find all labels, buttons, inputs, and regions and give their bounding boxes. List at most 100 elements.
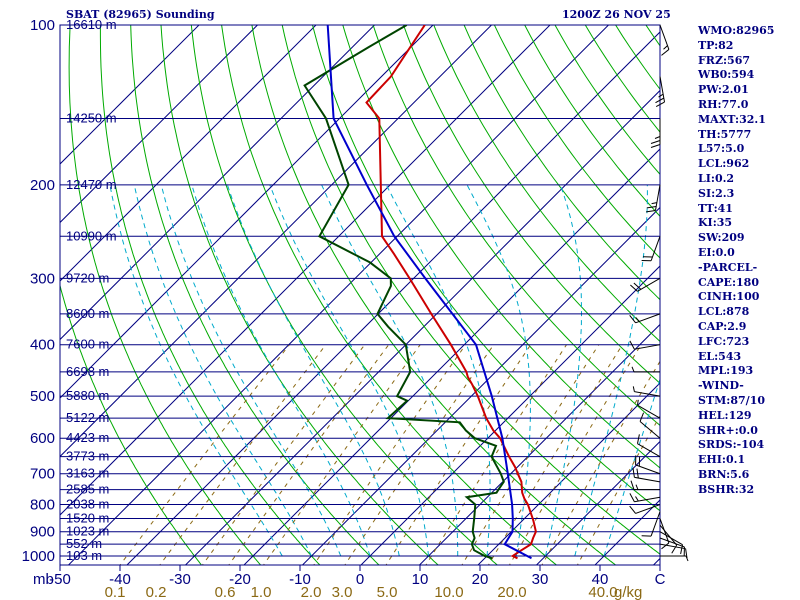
wind-barb-shaft	[635, 313, 661, 324]
isotherm-line	[60, 25, 259, 224]
height-label: 2038 m	[66, 497, 109, 512]
mixing-ratio-label: 1.0	[251, 584, 272, 600]
wind-barb-half-flag	[632, 386, 635, 392]
wind-barb	[659, 537, 685, 557]
index-item: -WIND-	[698, 379, 744, 393]
mixing-ratio-unit: g/kg	[614, 584, 642, 600]
pressure-tick-label: 300	[30, 270, 55, 287]
wind-barb-flag	[661, 542, 670, 550]
temp-tick-label: -20	[229, 571, 251, 588]
wind-barb	[629, 313, 661, 324]
parcel-profile	[326, 25, 532, 560]
mixing-ratio-line	[541, 360, 660, 565]
moist-adiabat-line	[160, 184, 342, 557]
wind-barb-half-flag	[658, 93, 664, 98]
temp-tick-label: 30	[532, 571, 549, 588]
index-item: LCL:878	[698, 305, 750, 319]
temp-tick-label: 20	[472, 571, 489, 588]
wind-barb	[629, 493, 661, 503]
wind-barb	[636, 399, 661, 419]
wind-barb-flag	[629, 340, 635, 350]
chart-title: SBAT (82965) Sounding	[66, 8, 215, 21]
dry-adiabat-line	[68, 25, 262, 565]
height-label: 10990 m	[66, 228, 117, 243]
mixing-ratio-label: 0.2	[146, 584, 167, 600]
pressure-tick-label: 700	[30, 466, 55, 483]
index-item: EI:0.0	[698, 245, 735, 259]
index-item: SHR+:0.0	[698, 423, 758, 437]
wind-barb	[631, 366, 660, 373]
wind-barb-flag	[633, 282, 642, 290]
temp-tick-label: -40	[109, 571, 131, 588]
mixing-ratio-line	[201, 344, 366, 565]
wind-barb-flag	[632, 467, 635, 478]
isotherm-line	[126, 31, 660, 565]
dry-adiabat-line	[493, 25, 660, 259]
mixing-ratio-label: 3.0	[332, 584, 353, 600]
isobars	[59, 24, 661, 571]
wind-barb-half-flag	[654, 136, 661, 139]
height-label: 3773 m	[66, 449, 109, 464]
wind-barb-flag	[629, 493, 635, 502]
height-label: 103 m	[66, 548, 102, 563]
wind-barb-flag	[630, 480, 635, 490]
index-item: HEL:129	[698, 408, 752, 422]
wind-barb	[641, 511, 661, 537]
temp-tick-label: -10	[289, 571, 311, 588]
mixing-ratio-line	[487, 344, 623, 565]
height-label: 552 m	[66, 536, 102, 551]
isotherm-line	[60, 25, 551, 516]
mixing-ratio-label: 0.1	[105, 584, 126, 600]
dry-adiabat-line	[221, 25, 558, 565]
index-item: WMO:82965	[698, 24, 775, 37]
mixing-ratio-label: 40.0	[588, 584, 617, 600]
index-item: SRDS:-104	[698, 438, 765, 452]
wind-barb-flag	[646, 209, 656, 213]
height-label: 7600 m	[66, 337, 109, 352]
isotherm-line	[301, 206, 660, 565]
temp-tick-label: 40	[592, 571, 609, 588]
wind-barb-shaft	[650, 511, 661, 537]
wind-barb	[629, 504, 661, 514]
isotherm-line	[477, 382, 660, 565]
index-item: SI:2.3	[698, 186, 735, 200]
index-item: BSHR:32	[698, 482, 755, 496]
height-label: 14250 m	[66, 111, 117, 126]
wind-barb-shaft	[634, 496, 661, 503]
wind-barb-shaft	[639, 421, 661, 439]
wind-barb	[630, 277, 661, 292]
mixing-ratio-line	[576, 415, 660, 565]
wind-barb-shaft	[637, 404, 661, 419]
wind-barb-flag	[636, 468, 639, 479]
wind-barb-shaft	[634, 476, 661, 483]
wind-barb-flag	[630, 284, 638, 292]
mixing-ratio-line	[262, 344, 421, 565]
wind-barb-half-flag	[635, 484, 639, 490]
moist-adiabat-line	[109, 184, 283, 557]
height-label: 4423 m	[66, 430, 109, 445]
index-item: SW:209	[698, 231, 745, 245]
dry-adiabat-line	[311, 25, 660, 512]
index-item: LI:0.2	[698, 171, 735, 185]
index-item: MAXT:32.1	[698, 112, 766, 126]
wind-barb-flag	[646, 206, 657, 209]
index-item: LCL:962	[698, 157, 750, 171]
wind-barb	[650, 118, 661, 148]
wind-barb-shaft	[654, 184, 661, 211]
dry-adiabat-line	[60, 283, 203, 565]
height-label: 16610 m	[66, 17, 117, 32]
temp-tick-label: -30	[169, 571, 191, 588]
isotherm-line	[60, 25, 200, 165]
isotherm-line	[535, 440, 660, 565]
index-item: STM:87/10	[698, 393, 765, 407]
wind-barb-shaft	[635, 464, 661, 475]
pressure-tick-label: 1000	[22, 548, 55, 565]
wind-barb-shaft	[637, 443, 661, 458]
wind-barb	[655, 76, 666, 108]
mixing-ratio-line	[461, 344, 600, 565]
wind-barb-half-flag	[635, 496, 639, 502]
index-item: EL:543	[698, 349, 742, 363]
wind-barb	[632, 386, 661, 397]
